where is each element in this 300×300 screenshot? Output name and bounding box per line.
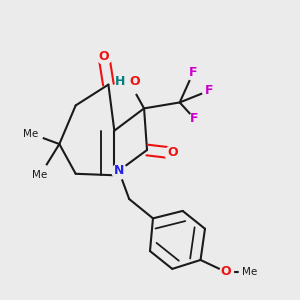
Text: N: N [114,164,124,177]
Text: O: O [167,146,178,160]
Text: O: O [220,266,231,278]
Text: F: F [190,112,199,125]
Text: O: O [99,50,109,63]
Text: O: O [129,75,140,88]
Text: H: H [115,75,125,88]
Text: F: F [205,84,214,97]
Text: Me: Me [242,267,257,277]
Text: Me: Me [32,170,48,180]
Text: F: F [189,66,197,79]
Text: Me: Me [23,129,39,139]
